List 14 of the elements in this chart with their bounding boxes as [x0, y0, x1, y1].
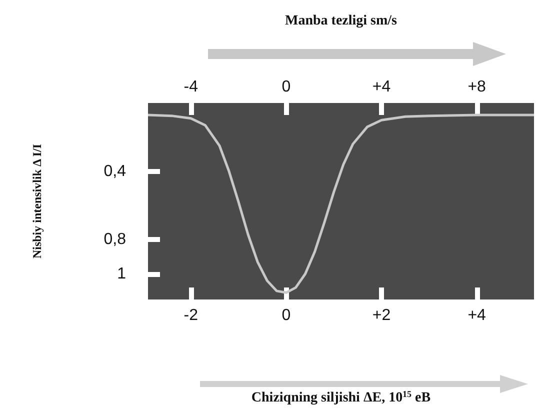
- y-tick-label: 0,8: [104, 231, 126, 248]
- y-tick-label: 0,4: [104, 162, 126, 180]
- x2-tick-label: +8: [468, 78, 486, 96]
- line-series: [146, 114, 534, 294]
- x-tick-label: 0: [282, 307, 291, 324]
- y-tick-label: 1: [117, 265, 126, 282]
- x2-axis-title: Manba tezligi sm/s: [285, 14, 398, 28]
- x-tick-label: -2: [184, 307, 198, 324]
- y-axis-title: Nisbiy intensivlik Δ I/I: [30, 144, 44, 259]
- x-tick-label: +2: [372, 307, 391, 324]
- x2-tick-label: 0: [282, 78, 291, 96]
- x2-tick-label: -4: [184, 78, 198, 96]
- x-tick-label: +4: [468, 307, 486, 324]
- x2-tick-label: +4: [372, 78, 391, 96]
